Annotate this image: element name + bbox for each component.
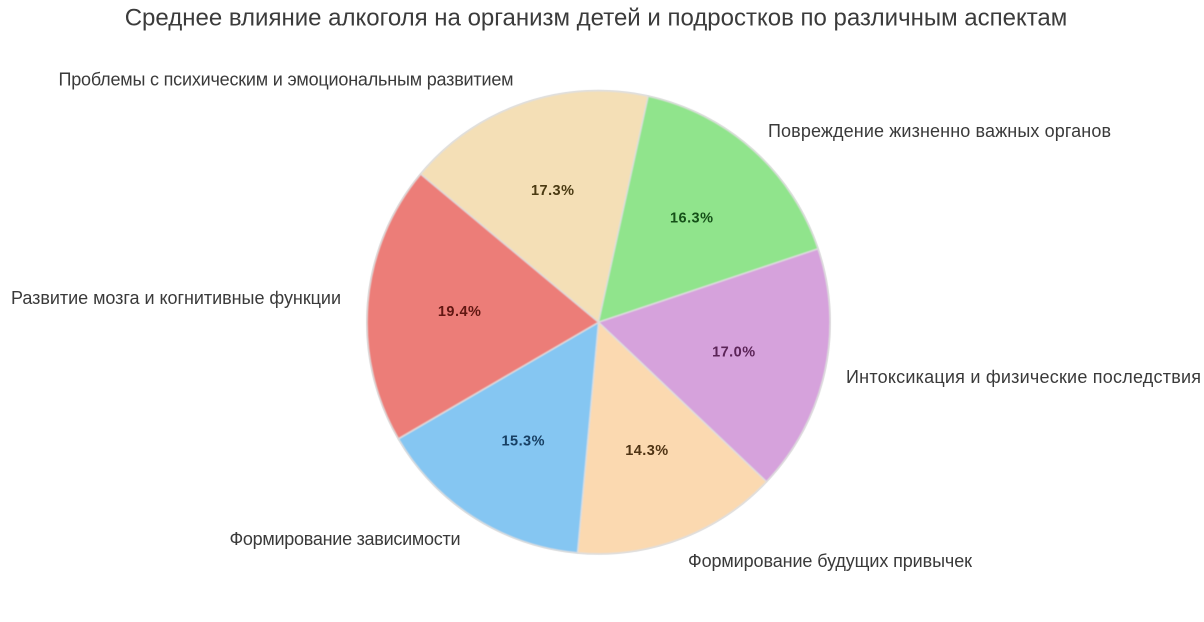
svg-text:Проблемы с психическим и эмоци: Проблемы с психическим и эмоциональным р… <box>59 70 514 90</box>
svg-text:16.3%: 16.3% <box>670 211 713 227</box>
svg-text:19.4%: 19.4% <box>438 304 481 320</box>
svg-text:Интоксикация и физические посл: Интоксикация и физические последствия <box>846 367 1201 387</box>
svg-text:Развитие мозга и когнитивные ф: Развитие мозга и когнитивные функции <box>11 288 341 308</box>
svg-text:17.0%: 17.0% <box>712 345 755 361</box>
svg-text:Повреждение жизненно важных ор: Повреждение жизненно важных органов <box>768 121 1111 141</box>
svg-text:Среднее влияние алкоголя на ор: Среднее влияние алкоголя на организм дет… <box>125 5 1068 32</box>
svg-text:Формирование будущих привычек: Формирование будущих привычек <box>688 551 972 571</box>
svg-text:17.3%: 17.3% <box>531 183 574 199</box>
svg-text:14.3%: 14.3% <box>625 443 668 459</box>
svg-text:15.3%: 15.3% <box>502 434 545 450</box>
svg-text:Формирование зависимости: Формирование зависимости <box>230 529 461 549</box>
